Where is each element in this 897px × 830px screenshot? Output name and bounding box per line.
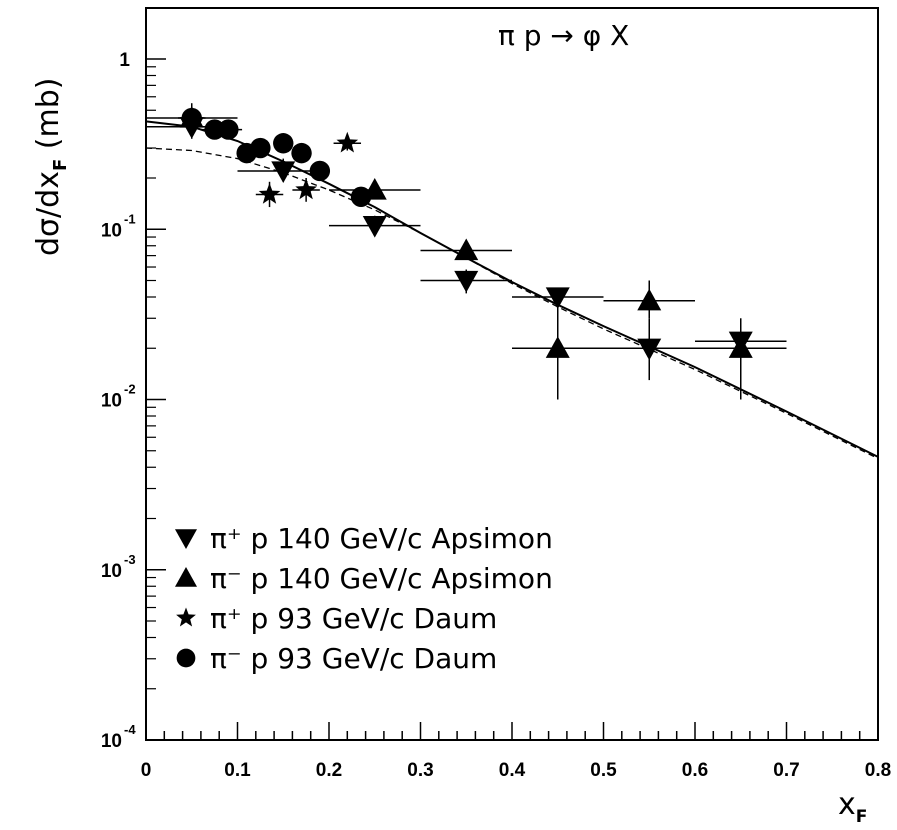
star-marker <box>176 607 196 627</box>
x-tick-label: 0.5 <box>590 760 617 781</box>
y-tick-exponent: -2 <box>124 382 136 397</box>
series-group <box>178 107 372 208</box>
triangle-up-marker <box>175 567 197 587</box>
y-tick-label: 10 <box>101 731 122 752</box>
legend-label: π⁺ p 93 GeV/c Daum <box>210 602 497 635</box>
circle-marker <box>250 137 271 159</box>
circle-marker <box>218 119 239 140</box>
solid-fit-curve <box>145 120 879 458</box>
triangle-down-marker <box>637 338 662 361</box>
x-tick-label: 0.1 <box>224 760 251 781</box>
triangle-up-marker <box>454 238 479 261</box>
triangle-down-marker <box>362 216 387 238</box>
x-tick-label: 0.3 <box>407 760 433 781</box>
fit-curves <box>145 120 879 460</box>
legend-label: π⁺ p 140 GeV/c Apsimon <box>210 522 553 555</box>
circle-marker <box>309 160 331 182</box>
circle-marker <box>291 142 312 164</box>
circle-marker <box>273 133 294 154</box>
x-tick-label: 0.6 <box>682 760 708 781</box>
triangle-up-marker <box>728 336 753 358</box>
reaction-label: π p → φ X <box>498 19 629 52</box>
y-tick-exponent: -4 <box>124 722 136 737</box>
legend-label: π⁻ p 93 GeV/c Daum <box>210 642 497 675</box>
triangle-up-marker <box>637 288 662 311</box>
x-tick-label: 0.8 <box>865 760 891 781</box>
y-tick-label: 10 <box>101 561 122 582</box>
circle-marker <box>176 648 196 668</box>
triangle-up-marker <box>545 336 570 358</box>
y-axis-title: dσ/dxF (mb) <box>31 78 71 257</box>
x-tick-label: 0.4 <box>499 760 526 781</box>
legend: π⁺ p 140 GeV/c Apsimon π⁻ p 140 GeV/c Aps… <box>175 522 553 675</box>
x-tick-label: 0.7 <box>773 760 799 781</box>
series-group <box>255 131 362 208</box>
y-tick-exponent: -3 <box>124 552 136 567</box>
y-tick-label: 10 <box>101 220 122 241</box>
circle-marker <box>350 186 372 208</box>
y-tick-label: 10 <box>101 391 122 412</box>
x-tick-label: 0.2 <box>316 760 342 781</box>
axis-ticks: 0 0.1 0.2 0.3 0.4 0.5 0.6 0.7 0.8110-110-210-310… <box>101 50 891 781</box>
y-tick-exponent: -1 <box>124 211 136 226</box>
star-marker <box>336 131 359 153</box>
circle-marker <box>181 107 202 129</box>
svg-text:dσ/dxF (mb): dσ/dxF (mb) <box>31 78 71 257</box>
star-marker <box>295 178 317 200</box>
legend-label: π⁻ p 140 GeV/c Apsimon <box>210 562 553 595</box>
x-tick-label: 0 <box>141 760 152 781</box>
triangle-down-marker <box>175 529 197 549</box>
star-marker <box>258 183 281 204</box>
triangle-down-marker <box>271 161 296 183</box>
triangle-down-marker <box>454 270 479 293</box>
x-axis-title: xF <box>838 787 867 826</box>
data-points <box>146 103 787 400</box>
y-tick-label: 1 <box>119 50 130 71</box>
